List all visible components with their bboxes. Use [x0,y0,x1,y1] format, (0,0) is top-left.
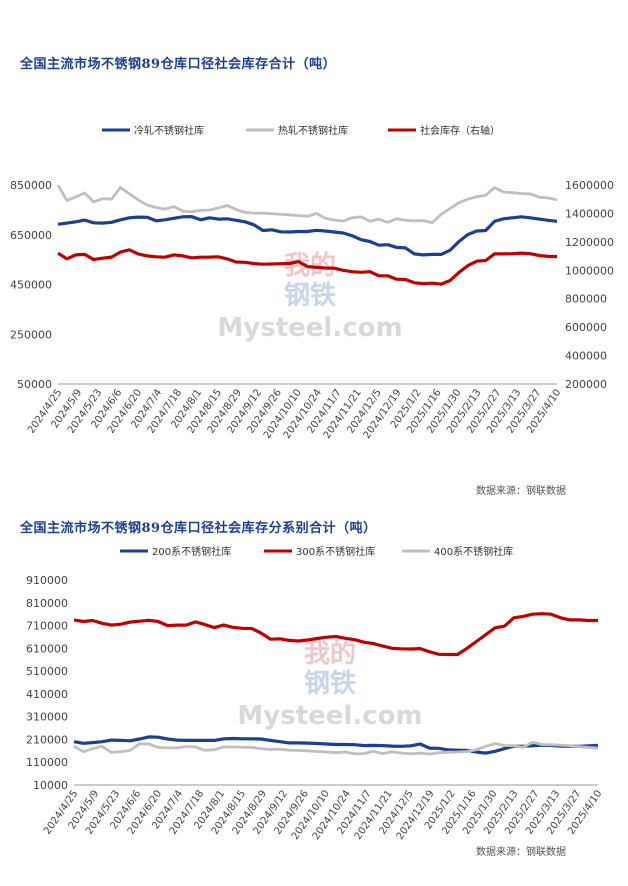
chart1-y2tick-label: 1000000 [565,264,614,277]
chart1-y2tick-label: 600000 [565,321,607,334]
chart2-ytick-label: 210000 [26,733,68,746]
chart1-y2tick-label: 1600000 [565,179,614,192]
chart1-title: 全国主流市场不锈钢89仓库口径社会库存合计（吨） [20,57,337,72]
chart1-y2tick-label: 1200000 [565,236,614,249]
chart1-series-line-2 [57,248,558,286]
chart1-legend-label-2: 社会库存（右轴） [420,124,500,137]
chart2-ytick-label: 510000 [26,665,68,678]
chart2-ytick-label: 910000 [26,574,68,587]
chart1-series-line-1 [56,184,558,225]
chart1-ytick-label: 450000 [10,279,52,292]
chart2-title: 全国主流市场不锈钢89仓库口径社会库存分系别合计（吨） [20,521,377,536]
chart1-ytick-label: 650000 [10,229,52,242]
chart2-watermark-line2: 钢铁 [304,668,356,699]
chart1-series-line-0 [57,215,558,257]
chart1-watermark-line2: 钢铁 [284,280,336,311]
chart1-source: 数据来源：钢联数据 [476,486,566,497]
chart1-y2tick-label: 200000 [565,378,607,391]
chart2-ytick-label: 110000 [26,756,68,769]
chart1-y2tick-label: 1400000 [565,207,614,220]
chart1-legend-label-1: 热轧不锈钢社库 [278,124,348,137]
chart2-ytick-label: 10000 [33,779,68,792]
chart2-legend-label-0: 200系不锈钢社库 [152,545,231,558]
chart2-ytick-label: 410000 [26,688,68,701]
chart2-source: 数据来源：钢联数据 [476,847,566,858]
chart1-ytick-label: 50000 [17,378,52,391]
chart2-series-line-1 [73,612,598,657]
chart2-legend-label-1: 300系不锈钢社库 [296,545,375,558]
chart1-ytick-label: 250000 [10,328,52,341]
chart2-watermark-line3: Mysteel.com [237,701,422,731]
chart1-y2tick-label: 400000 [565,350,607,363]
chart2-series-line-2 [73,740,599,756]
chart2-ytick-label: 810000 [26,597,68,610]
chart1-svg: 我的钢铁Mysteel.com8500006500004500002500005… [10,124,614,441]
chart1-watermark-line3: Mysteel.com [217,313,402,343]
chart2-watermark-line1: 我的 [304,638,356,669]
chart1-y2tick-label: 800000 [565,293,607,306]
chart2-ytick-label: 710000 [26,620,68,633]
chart2-ytick-label: 610000 [26,642,68,655]
chart2-ytick-label: 310000 [26,711,68,724]
chart2-legend-label-2: 400系不锈钢社库 [434,545,513,558]
chart1-ytick-label: 850000 [10,179,52,192]
chart1-legend-label-0: 冷轧不锈钢社库 [134,124,204,137]
